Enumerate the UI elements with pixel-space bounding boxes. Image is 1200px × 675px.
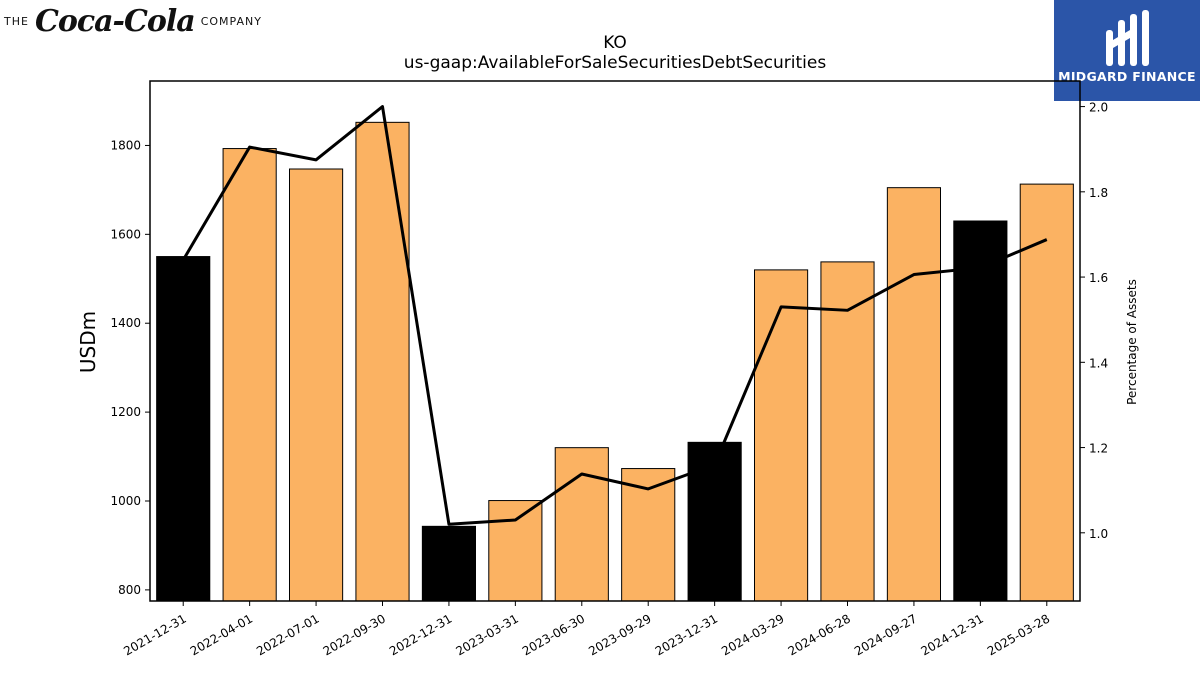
x-tick-label: 2025-03-28 [985, 611, 1052, 658]
x-tick-label: 2023-03-31 [453, 611, 520, 658]
bar [820, 261, 875, 602]
y-tick-label: 800 [118, 583, 141, 597]
line-group [181, 105, 1048, 526]
y-tick-label: 1200 [110, 405, 141, 419]
bar [355, 121, 410, 602]
bar-group [156, 121, 1074, 602]
y-tick-label: 1400 [110, 316, 141, 330]
bar [289, 168, 344, 602]
y-tick-label: 1600 [110, 227, 141, 241]
x-tick-label: 2022-07-01 [254, 611, 321, 658]
plot-frame [149, 80, 1081, 602]
midgard-brand-name: MIDGARD FINANCE [1058, 69, 1196, 84]
coca-cola-logo: THE Coca-Cola COMPANY [4, 2, 262, 40]
x-tick-label: 2023-09-29 [586, 611, 653, 658]
bar [1019, 183, 1074, 602]
x-tick-label: 2021-12-31 [121, 611, 188, 658]
bar [754, 269, 809, 602]
y2-tick-label: 1.0 [1089, 527, 1108, 541]
midgard-mark-icon [1106, 10, 1149, 66]
bar [687, 441, 742, 602]
midgard-finance-logo: MIDGARD FINANCE [1054, 0, 1200, 101]
logo-brand: Coca-Cola [34, 3, 196, 39]
x-tick-label: 2023-06-30 [520, 611, 587, 658]
bar [554, 447, 609, 602]
x-tick-label: 2024-03-29 [719, 611, 786, 658]
bar [421, 525, 477, 602]
y2-tick-label: 1.2 [1089, 442, 1108, 456]
x-tick-label: 2022-04-01 [188, 611, 255, 658]
y-tick-label: 1000 [110, 494, 141, 508]
bar [222, 148, 277, 602]
x-tick-label: 2024-06-28 [786, 611, 853, 658]
logo-prefix: THE [4, 14, 29, 28]
x-tick-label: 2022-09-30 [321, 611, 388, 658]
x-tick-label: 2024-09-27 [852, 611, 919, 658]
y-axis-label: USDm [76, 311, 100, 373]
bar [156, 256, 211, 602]
logo-suffix: COMPANY [200, 14, 262, 28]
chart-title: KO [603, 33, 627, 53]
y2-tick-label: 1.4 [1089, 356, 1108, 370]
y2-tick-label: 2.0 [1089, 101, 1108, 115]
bar [953, 220, 1008, 602]
bar [886, 187, 941, 602]
x-tick-label: 2022-12-31 [387, 611, 454, 658]
y2-tick-label: 1.6 [1089, 271, 1108, 285]
x-tick-label: 2023-12-31 [653, 611, 720, 658]
y-tick-label: 1800 [110, 138, 141, 152]
x-tick-label: 2024-12-31 [918, 611, 985, 658]
y2-tick-label: 1.8 [1089, 186, 1108, 200]
chart-subtitle: us-gaap:AvailableForSaleSecuritiesDebtSe… [404, 53, 827, 73]
y2-axis-label: Percentage of Assets [1125, 279, 1139, 405]
bar [488, 500, 543, 602]
percentage-line [181, 105, 1048, 526]
